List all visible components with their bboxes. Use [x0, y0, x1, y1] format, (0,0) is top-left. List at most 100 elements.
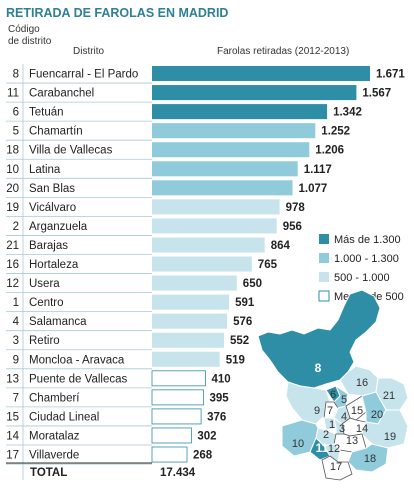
district-code: 17 — [6, 450, 19, 462]
district-name: Chamartín — [29, 126, 83, 138]
map-district-17 — [321, 455, 353, 481]
map-label-district: 9 — [314, 405, 320, 417]
map-label-district: 8 — [315, 361, 322, 375]
bar-value-label: 519 — [226, 354, 245, 366]
bar-value-label: 1.567 — [362, 88, 391, 100]
bar — [152, 142, 310, 158]
bar — [152, 180, 293, 196]
map-district-19 — [361, 409, 409, 449]
legend-label: Más de 1.300 — [334, 234, 401, 246]
bar — [151, 370, 206, 387]
district-name: Moratalaz — [29, 430, 80, 442]
district-code: 4 — [13, 316, 20, 328]
bar-value-label: 410 — [212, 373, 231, 385]
district-name: Centro — [29, 297, 64, 309]
district-code: 16 — [6, 259, 19, 271]
district-code: 18 — [6, 145, 19, 157]
district-name: Latina — [29, 164, 61, 176]
total-label: TOTAL — [30, 467, 67, 479]
bar-value-label: 376 — [207, 411, 226, 423]
legend-label: 1.000 - 1.300 — [334, 253, 399, 265]
map-district-15 — [345, 395, 367, 421]
map-label-district: 11 — [316, 441, 329, 455]
bar — [152, 161, 298, 177]
bar-value-label: 864 — [271, 240, 291, 252]
bar — [152, 294, 230, 310]
map-label-district: 6 — [330, 389, 336, 401]
map-label-district: 18 — [364, 453, 376, 465]
bar — [151, 446, 188, 463]
bar-value-label: 576 — [233, 316, 252, 328]
map-label-district: 21 — [383, 390, 395, 402]
map-label-district: 5 — [341, 394, 347, 406]
district-name: Hortaleza — [29, 259, 79, 271]
district-code: 3 — [13, 335, 19, 347]
district-header: Distrito — [73, 46, 105, 57]
map-label-district: 15 — [351, 405, 363, 417]
bar — [152, 351, 220, 367]
district-name: Salamanca — [29, 316, 87, 328]
map-district-12 — [323, 443, 341, 463]
district-code: 9 — [13, 354, 19, 366]
bar — [152, 66, 370, 82]
bar-value-label: 1.252 — [321, 126, 350, 138]
bar-value-label: 1.206 — [315, 145, 344, 157]
district-name: Ciudad Lineal — [29, 411, 99, 423]
district-code: 14 — [6, 430, 19, 442]
code-header-line1: Código — [8, 24, 40, 35]
district-code: 6 — [13, 107, 19, 119]
district-name: Chamberí — [29, 392, 80, 404]
chart-title: RETIRADA DE FAROLAS EN MADRID — [6, 6, 228, 20]
district-code: 19 — [6, 202, 19, 214]
bar-value-label: 302 — [197, 430, 216, 442]
map-label-district: 19 — [384, 431, 396, 443]
district-code: 8 — [13, 69, 19, 81]
bar — [151, 408, 202, 425]
bar-value-label: 395 — [210, 392, 230, 404]
map-label-district: 17 — [330, 461, 342, 473]
map-label-district: 3 — [339, 423, 345, 435]
bar-value-label: 650 — [243, 278, 262, 290]
district-name: Carabanchel — [29, 88, 94, 100]
district-code: 2 — [13, 221, 19, 233]
total-value: 17.434 — [160, 467, 196, 479]
bar-value-label: 978 — [286, 202, 306, 214]
district-code: 20 — [6, 183, 19, 195]
bar-value-label: 765 — [258, 259, 278, 271]
bar-value-label: 1.077 — [299, 183, 328, 195]
map-label-district: 16 — [356, 377, 368, 389]
map-label-district: 4 — [341, 411, 347, 423]
bar — [152, 123, 316, 139]
map-label-district: 13 — [346, 435, 358, 447]
district-code: 12 — [6, 278, 19, 290]
district-code: 1 — [13, 297, 19, 309]
legend-label: 500 - 1.000 — [334, 272, 390, 284]
bar — [152, 85, 357, 101]
value-header: Farolas retiradas (2012-2013) — [217, 46, 349, 57]
legend-swatch — [319, 272, 329, 282]
bar — [152, 237, 265, 253]
bar — [152, 218, 277, 234]
district-name: Villa de Vallecas — [29, 145, 113, 157]
map-label-district: 2 — [323, 429, 329, 441]
map-label-district: 10 — [292, 438, 304, 450]
bar — [151, 427, 192, 444]
bar-value-label: 552 — [230, 335, 249, 347]
district-name: Fuencarral - El Pardo — [29, 69, 138, 81]
district-name: Vicálvaro — [29, 202, 76, 214]
district-name: Barajas — [29, 240, 68, 252]
map-label-district: 12 — [328, 443, 340, 455]
district-name: Retiro — [29, 335, 60, 347]
district-code: 5 — [13, 126, 19, 138]
bar-value-label: 1.671 — [376, 69, 405, 81]
district-name: San Blas — [29, 183, 75, 195]
bar — [152, 332, 224, 348]
district-code: 13 — [6, 373, 19, 385]
bar — [152, 104, 328, 120]
legend-swatch — [319, 253, 329, 263]
bar-value-label: 956 — [283, 221, 302, 233]
map-label-district: 14 — [356, 423, 368, 435]
